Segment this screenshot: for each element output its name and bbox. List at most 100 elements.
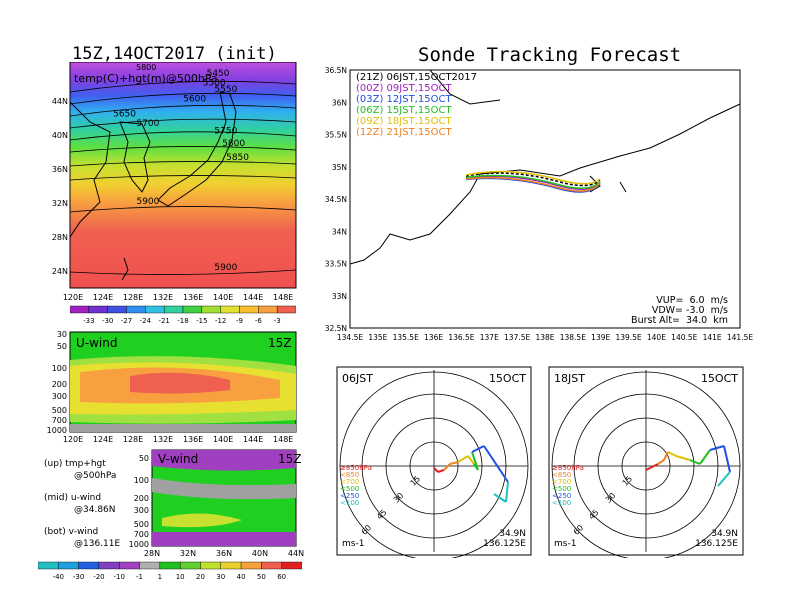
colorbar-tick: 20 — [196, 573, 205, 581]
legend-note: (mid) u-wind @34.86N — [44, 492, 116, 516]
contour-label: 5750 — [214, 127, 237, 137]
track-param: VUP= 6.0 m/s — [656, 295, 728, 306]
hodograph-trace — [667, 451, 677, 457]
colorbar-tick: 10 — [176, 573, 185, 581]
upper-map-top-tag: 5800 — [136, 63, 157, 72]
contour-line — [69, 118, 297, 129]
colorbar-cell — [119, 561, 140, 570]
colorbar-tick: 1 — [158, 573, 162, 581]
upper-lat-tick: 24N — [52, 267, 68, 276]
legend-note-line: @34.86N — [74, 505, 116, 515]
colorbar-cell — [276, 305, 297, 314]
track-lon-tick: 140.5E — [671, 333, 697, 342]
track-lon-tick: 138E — [535, 333, 554, 342]
temperature-field — [69, 61, 297, 289]
contour-label: 5450 — [207, 69, 230, 79]
track-lon-tick: 141.5E — [727, 333, 753, 342]
upper-lon-tick: 120E — [63, 293, 83, 302]
track-lat-tick: 33.5N — [325, 260, 347, 269]
u-wind-lon-tick: 124E — [93, 435, 113, 444]
coastline-honshu — [479, 103, 741, 177]
coastline-island — [619, 181, 627, 193]
hodograph-trace — [657, 459, 665, 465]
coastline-izu — [589, 175, 601, 193]
contour-label: 5900 — [136, 197, 159, 207]
v-wind-band — [152, 450, 296, 471]
contour-label: 5500 — [203, 79, 226, 89]
colorbar-tick: -27 — [121, 317, 132, 325]
colorbar-tick: -12 — [215, 317, 226, 325]
colorbar-cell — [107, 305, 127, 314]
hodograph-level: <100 — [552, 499, 571, 507]
hodograph-trace — [699, 449, 711, 465]
colorbar-tick: 50 — [257, 573, 266, 581]
upper-lon-tick: 140E — [213, 293, 233, 302]
hodograph-trace — [645, 467, 651, 471]
track-line — [465, 176, 601, 192]
colorbar-cell — [159, 561, 181, 570]
hodograph-trace — [449, 461, 459, 465]
upper-map-svg: 120E 124E 128E 132E 136E 140E 144E 148E 24N 28N 32… — [52, 61, 297, 302]
track-lat-tick: 33N — [332, 292, 347, 301]
upper-lon-tick: 128E — [123, 293, 143, 302]
colorbar-cell — [239, 305, 259, 314]
track-lat-tick: 36.5N — [325, 66, 347, 75]
hodograph-trace — [433, 467, 439, 473]
upper-lat-tick: 36N — [52, 165, 68, 174]
right-title: Sonde Tracking Forecast — [418, 44, 682, 66]
track-line — [465, 172, 601, 187]
track-legend-item: (06Z) 15JST,15OCT — [356, 105, 452, 116]
hodograph-trace — [483, 445, 509, 483]
hodograph-trace — [689, 459, 701, 465]
contour-line — [69, 206, 297, 213]
upper-lon-tick: 132E — [153, 293, 173, 302]
hodograph-trace — [723, 445, 731, 473]
v-wind-lat-tick: 44N — [288, 549, 304, 558]
track-lon-tick: 137E — [480, 333, 499, 342]
upper-map-panel: 120E 124E 128E 132E 136E 140E 144E 148E 24N 28N 32… — [50, 61, 310, 324]
u-wind-label: U-wind — [76, 336, 118, 350]
colorbar-cell — [179, 561, 201, 570]
u-wind-p-tick: 200 — [52, 380, 67, 389]
upper-lon-tick: 148E — [273, 293, 293, 302]
track-param: VDW= -3.0 m/s — [651, 305, 728, 316]
contour-label: 5900 — [214, 263, 237, 273]
v-wind-lat-tick: 36N — [216, 549, 232, 558]
contour-label: 5600 — [183, 95, 206, 105]
contour-line — [69, 269, 297, 275]
track-lon-tick: 136E — [424, 333, 443, 342]
colorbar-cell — [258, 305, 278, 314]
hodograph-level: <500 — [340, 485, 359, 493]
colorbar-cell — [58, 561, 79, 570]
v-wind-band — [162, 513, 242, 528]
u-wind-time: 15Z — [268, 336, 292, 350]
track-legend-item: (12Z) 21JST,15OCT — [356, 127, 452, 138]
u-wind-lon-tick: 140E — [213, 435, 233, 444]
v-wind-label: V-wind — [158, 452, 199, 466]
contour-label: 5650 — [113, 110, 136, 120]
u-wind-p-tick: 100 — [52, 364, 67, 373]
hodograph-lon: 136.125E — [695, 539, 738, 549]
upper-lat-tick: 32N — [52, 199, 68, 208]
colorbar-cell — [200, 561, 221, 570]
hodograph-level: <500 — [552, 485, 571, 493]
legend-notes: (up) tmp+hgt @500hPa (mid) u-wind @34.86N (b… — [44, 458, 154, 568]
v-wind-panel: 50 100 200 300 500 700 1000 28N 32N 36N 40N 44N V-w… — [122, 448, 312, 558]
hodograph-level: ≥850hPa — [552, 464, 584, 472]
colorbar-tick: -24 — [140, 317, 152, 325]
upper-lon-tick: 136E — [183, 293, 203, 302]
colorbar-tick: 40 — [237, 573, 246, 581]
hodograph-trace — [471, 451, 479, 471]
colorbar-cell — [240, 561, 262, 570]
hodograph-trace — [709, 445, 725, 451]
u-wind-lon-tick: 136E — [183, 435, 203, 444]
track-map-frame — [349, 69, 741, 329]
track-line — [465, 174, 601, 190]
coastline-north — [350, 69, 501, 105]
coastline-kii — [349, 173, 481, 265]
colorbar-cell — [220, 305, 240, 314]
v-wind-colorbar: -40 -30 -20 -10 -1 1 10 20 30 40 50 60 — [37, 560, 303, 584]
legend-note-line: @500hPa — [74, 471, 117, 481]
hodograph-lat: 34.9N — [499, 529, 526, 539]
v-wind-lat-tick: 28N — [144, 549, 160, 558]
